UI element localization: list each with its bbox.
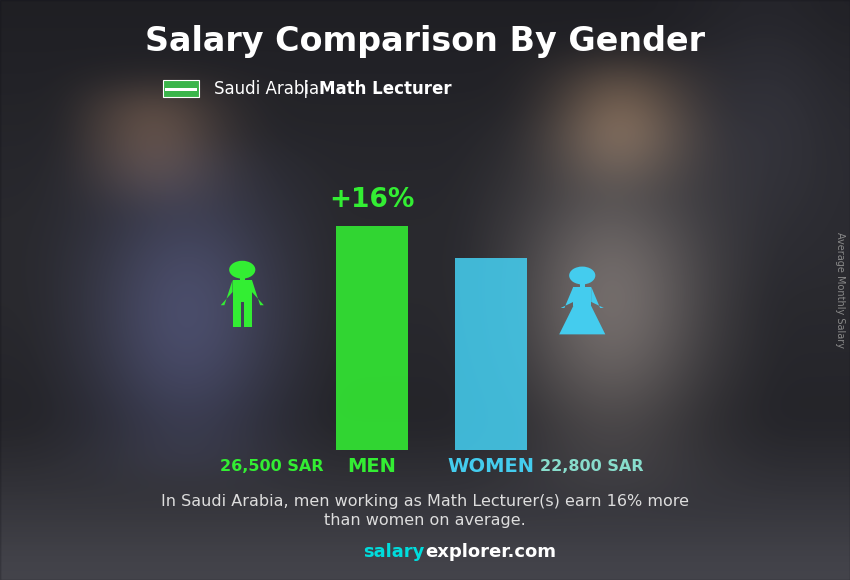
Bar <box>573 287 592 306</box>
Text: Saudi Arabia: Saudi Arabia <box>214 79 320 98</box>
Bar <box>580 280 585 288</box>
Text: Salary Comparison By Gender: Salary Comparison By Gender <box>145 26 705 58</box>
Text: +16%: +16% <box>329 187 415 213</box>
Text: than women on average.: than women on average. <box>324 513 526 528</box>
Text: WOMEN: WOMEN <box>447 458 535 476</box>
Bar <box>165 88 197 91</box>
Bar <box>163 80 199 97</box>
Text: Average Monthly Salary: Average Monthly Salary <box>835 232 845 348</box>
Text: In Saudi Arabia, men working as Math Lecturer(s) earn 16% more: In Saudi Arabia, men working as Math Lec… <box>161 494 689 509</box>
Polygon shape <box>561 287 573 308</box>
Text: salary: salary <box>364 543 425 561</box>
Bar <box>455 258 527 450</box>
Text: MEN: MEN <box>348 458 396 476</box>
Text: Math Lecturer: Math Lecturer <box>319 79 451 98</box>
Circle shape <box>230 261 255 278</box>
Bar <box>244 300 252 327</box>
Polygon shape <box>221 280 233 305</box>
Text: 26,500 SAR: 26,500 SAR <box>219 459 323 474</box>
Bar <box>240 273 245 282</box>
Polygon shape <box>252 280 264 305</box>
Polygon shape <box>591 287 604 308</box>
Bar <box>233 300 241 327</box>
Text: |: | <box>303 79 309 98</box>
Bar <box>233 280 252 302</box>
Polygon shape <box>559 306 605 334</box>
Circle shape <box>570 267 595 284</box>
Text: 22,800 SAR: 22,800 SAR <box>540 459 643 474</box>
Bar <box>336 226 408 450</box>
Text: explorer.com: explorer.com <box>425 543 556 561</box>
